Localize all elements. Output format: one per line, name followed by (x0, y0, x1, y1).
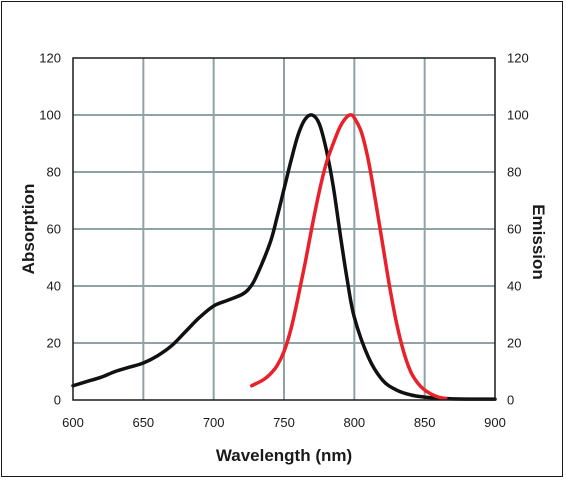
y-tick-label: 60 (47, 222, 61, 237)
y-tick-labels: 0 20 40 60 80 100 120 (39, 51, 61, 408)
gridlines (73, 58, 495, 400)
y2-tick-label: 20 (507, 336, 521, 351)
x-tick-label: 900 (484, 415, 506, 430)
x-tick-labels: 600 650 700 750 800 850 900 (62, 415, 506, 430)
x-tick-label: 800 (343, 415, 365, 430)
absorption-series-line (71, 113, 497, 401)
x-axis-title: Wavelength (nm) (216, 446, 352, 465)
x-tick-label: 750 (273, 415, 295, 430)
y-tick-label: 80 (47, 165, 61, 180)
plot-border (72, 57, 496, 401)
y-tick-label: 100 (39, 108, 61, 123)
y2-tick-labels: 0 20 40 60 80 100 120 (507, 51, 529, 408)
emission-series-line (249, 113, 448, 401)
y-tick-label: 0 (54, 393, 61, 408)
y-tick-label: 120 (39, 51, 61, 66)
y-axis-title: Absorption (19, 184, 38, 275)
x-tick-label: 700 (203, 415, 225, 430)
y2-tick-label: 60 (507, 222, 521, 237)
y2-axis-title: Emission (529, 204, 548, 280)
y-tick-label: 20 (47, 336, 61, 351)
y2-tick-label: 120 (507, 51, 529, 66)
y2-tick-label: 0 (507, 393, 514, 408)
y2-tick-label: 80 (507, 165, 521, 180)
x-tick-label: 850 (414, 415, 436, 430)
y-tick-label: 40 (47, 279, 61, 294)
x-tick-label: 600 (62, 415, 84, 430)
x-tick-label: 650 (132, 415, 154, 430)
y2-tick-label: 40 (507, 279, 521, 294)
y2-tick-label: 100 (507, 108, 529, 123)
series-group (71, 113, 497, 401)
